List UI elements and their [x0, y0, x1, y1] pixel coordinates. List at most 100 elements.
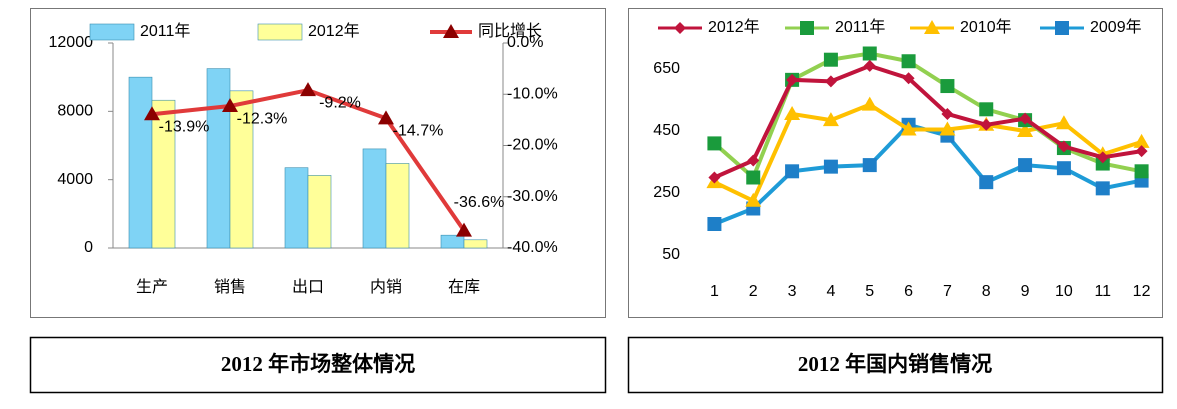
- y-tick-label: 650: [653, 60, 680, 77]
- line-marker: [707, 217, 722, 231]
- x-tick-label: 4: [826, 283, 835, 300]
- line-marker: [941, 107, 954, 120]
- bar: [307, 175, 332, 249]
- legend-swatch: [257, 23, 303, 41]
- x-tick-label: 12: [1133, 283, 1151, 300]
- line-marker: [1134, 164, 1149, 179]
- x-tick-label: 10: [1055, 283, 1073, 300]
- data-label: -13.9%: [159, 118, 210, 135]
- y2-tick-label: 0.0%: [507, 34, 543, 51]
- legend-marker: [1055, 21, 1069, 35]
- legend-marker: [800, 21, 814, 35]
- caption: 2012 年市场整体情况: [221, 352, 415, 376]
- line: [713, 63, 1142, 180]
- data-label: -14.7%: [393, 123, 444, 140]
- line-marker: [900, 121, 917, 136]
- legend-label: 2012年: [708, 18, 760, 36]
- bar: [229, 90, 254, 249]
- line-marker: [1017, 123, 1034, 137]
- bar: [151, 99, 176, 249]
- line-marker: [822, 112, 839, 127]
- line-marker: [378, 110, 394, 125]
- line-marker: [823, 52, 838, 67]
- bar: [362, 148, 387, 249]
- caption-box: [29, 336, 607, 394]
- line-marker: [708, 171, 721, 184]
- line-marker: [1056, 161, 1071, 176]
- legend-label: 2009年: [1090, 18, 1142, 36]
- line-marker: [786, 73, 799, 86]
- line-marker: [456, 222, 472, 237]
- legend-label: 2012年: [308, 22, 360, 40]
- x-tick-label: 在库: [448, 278, 480, 296]
- x-tick-label: 1: [710, 283, 719, 300]
- y-tick-label: 12000: [49, 34, 94, 51]
- legend-label: 2011年: [140, 22, 190, 40]
- y-tick-label: 50: [662, 246, 680, 263]
- line-marker: [979, 175, 994, 190]
- x-tick-label: 6: [904, 283, 913, 300]
- x-tick-label: 9: [1021, 283, 1030, 300]
- line-marker: [1135, 145, 1148, 158]
- line-marker: [824, 75, 837, 88]
- x-tick-label: 出口: [292, 278, 324, 296]
- line-marker: [940, 79, 955, 94]
- legend-marker: [674, 22, 686, 34]
- caption-box: [627, 336, 1164, 394]
- bar: [463, 239, 488, 249]
- line-marker: [939, 121, 956, 136]
- line-marker: [1133, 133, 1150, 148]
- line-marker: [144, 106, 160, 121]
- line-marker: [747, 154, 760, 167]
- y2-tick-label: -10.0%: [507, 85, 558, 102]
- line-marker: [902, 72, 915, 85]
- line-marker: [862, 158, 877, 173]
- data-label: -9.2%: [319, 94, 361, 111]
- line-marker: [222, 98, 238, 113]
- line-marker: [745, 192, 762, 207]
- line-marker: [1018, 158, 1033, 173]
- line-marker: [862, 46, 877, 61]
- y-tick-label: 8000: [57, 103, 93, 120]
- panel-frame: [30, 8, 606, 318]
- bar: [440, 234, 465, 249]
- x-tick-label: 8: [982, 283, 991, 300]
- y-tick-label: 250: [653, 184, 680, 201]
- bar: [385, 163, 410, 249]
- line-marker: [1095, 181, 1110, 196]
- line-marker: [784, 105, 801, 120]
- line-marker: [1095, 156, 1110, 171]
- legend-swatch: [89, 23, 135, 41]
- data-label: -36.6%: [454, 194, 505, 211]
- bar: [206, 68, 231, 249]
- x-tick-label: 5: [865, 283, 874, 300]
- bar: [284, 167, 309, 249]
- line-marker: [785, 164, 800, 179]
- y-tick-label: 4000: [57, 171, 93, 188]
- line-marker: [1057, 140, 1070, 153]
- y2-tick-label: -20.0%: [507, 137, 558, 154]
- legend-label: 2010年: [960, 18, 1012, 36]
- x-tick-label: 内销: [370, 278, 402, 296]
- line-marker: [979, 102, 994, 117]
- legend-label: 同比增长: [478, 22, 542, 40]
- caption: 2012 年国内销售情况: [798, 352, 992, 376]
- panel-frame: [628, 8, 1163, 318]
- y-tick-label: 0: [84, 239, 93, 256]
- x-tick-label: 销售: [214, 278, 246, 296]
- line-marker: [1096, 151, 1109, 164]
- line-marker: [901, 54, 916, 69]
- x-tick-label: 11: [1094, 283, 1111, 300]
- line-marker: [1055, 115, 1072, 130]
- legend-label: 2011年: [835, 18, 885, 36]
- x-tick-label: 7: [943, 283, 952, 300]
- line-marker: [980, 118, 993, 131]
- line-marker: [1019, 112, 1032, 125]
- line-marker: [746, 170, 761, 185]
- line-marker: [823, 159, 838, 174]
- y2-tick-label: -40.0%: [507, 239, 558, 256]
- x-tick-label: 2: [749, 283, 758, 300]
- y2-tick-label: -30.0%: [507, 188, 558, 205]
- data-label: -12.3%: [237, 110, 288, 127]
